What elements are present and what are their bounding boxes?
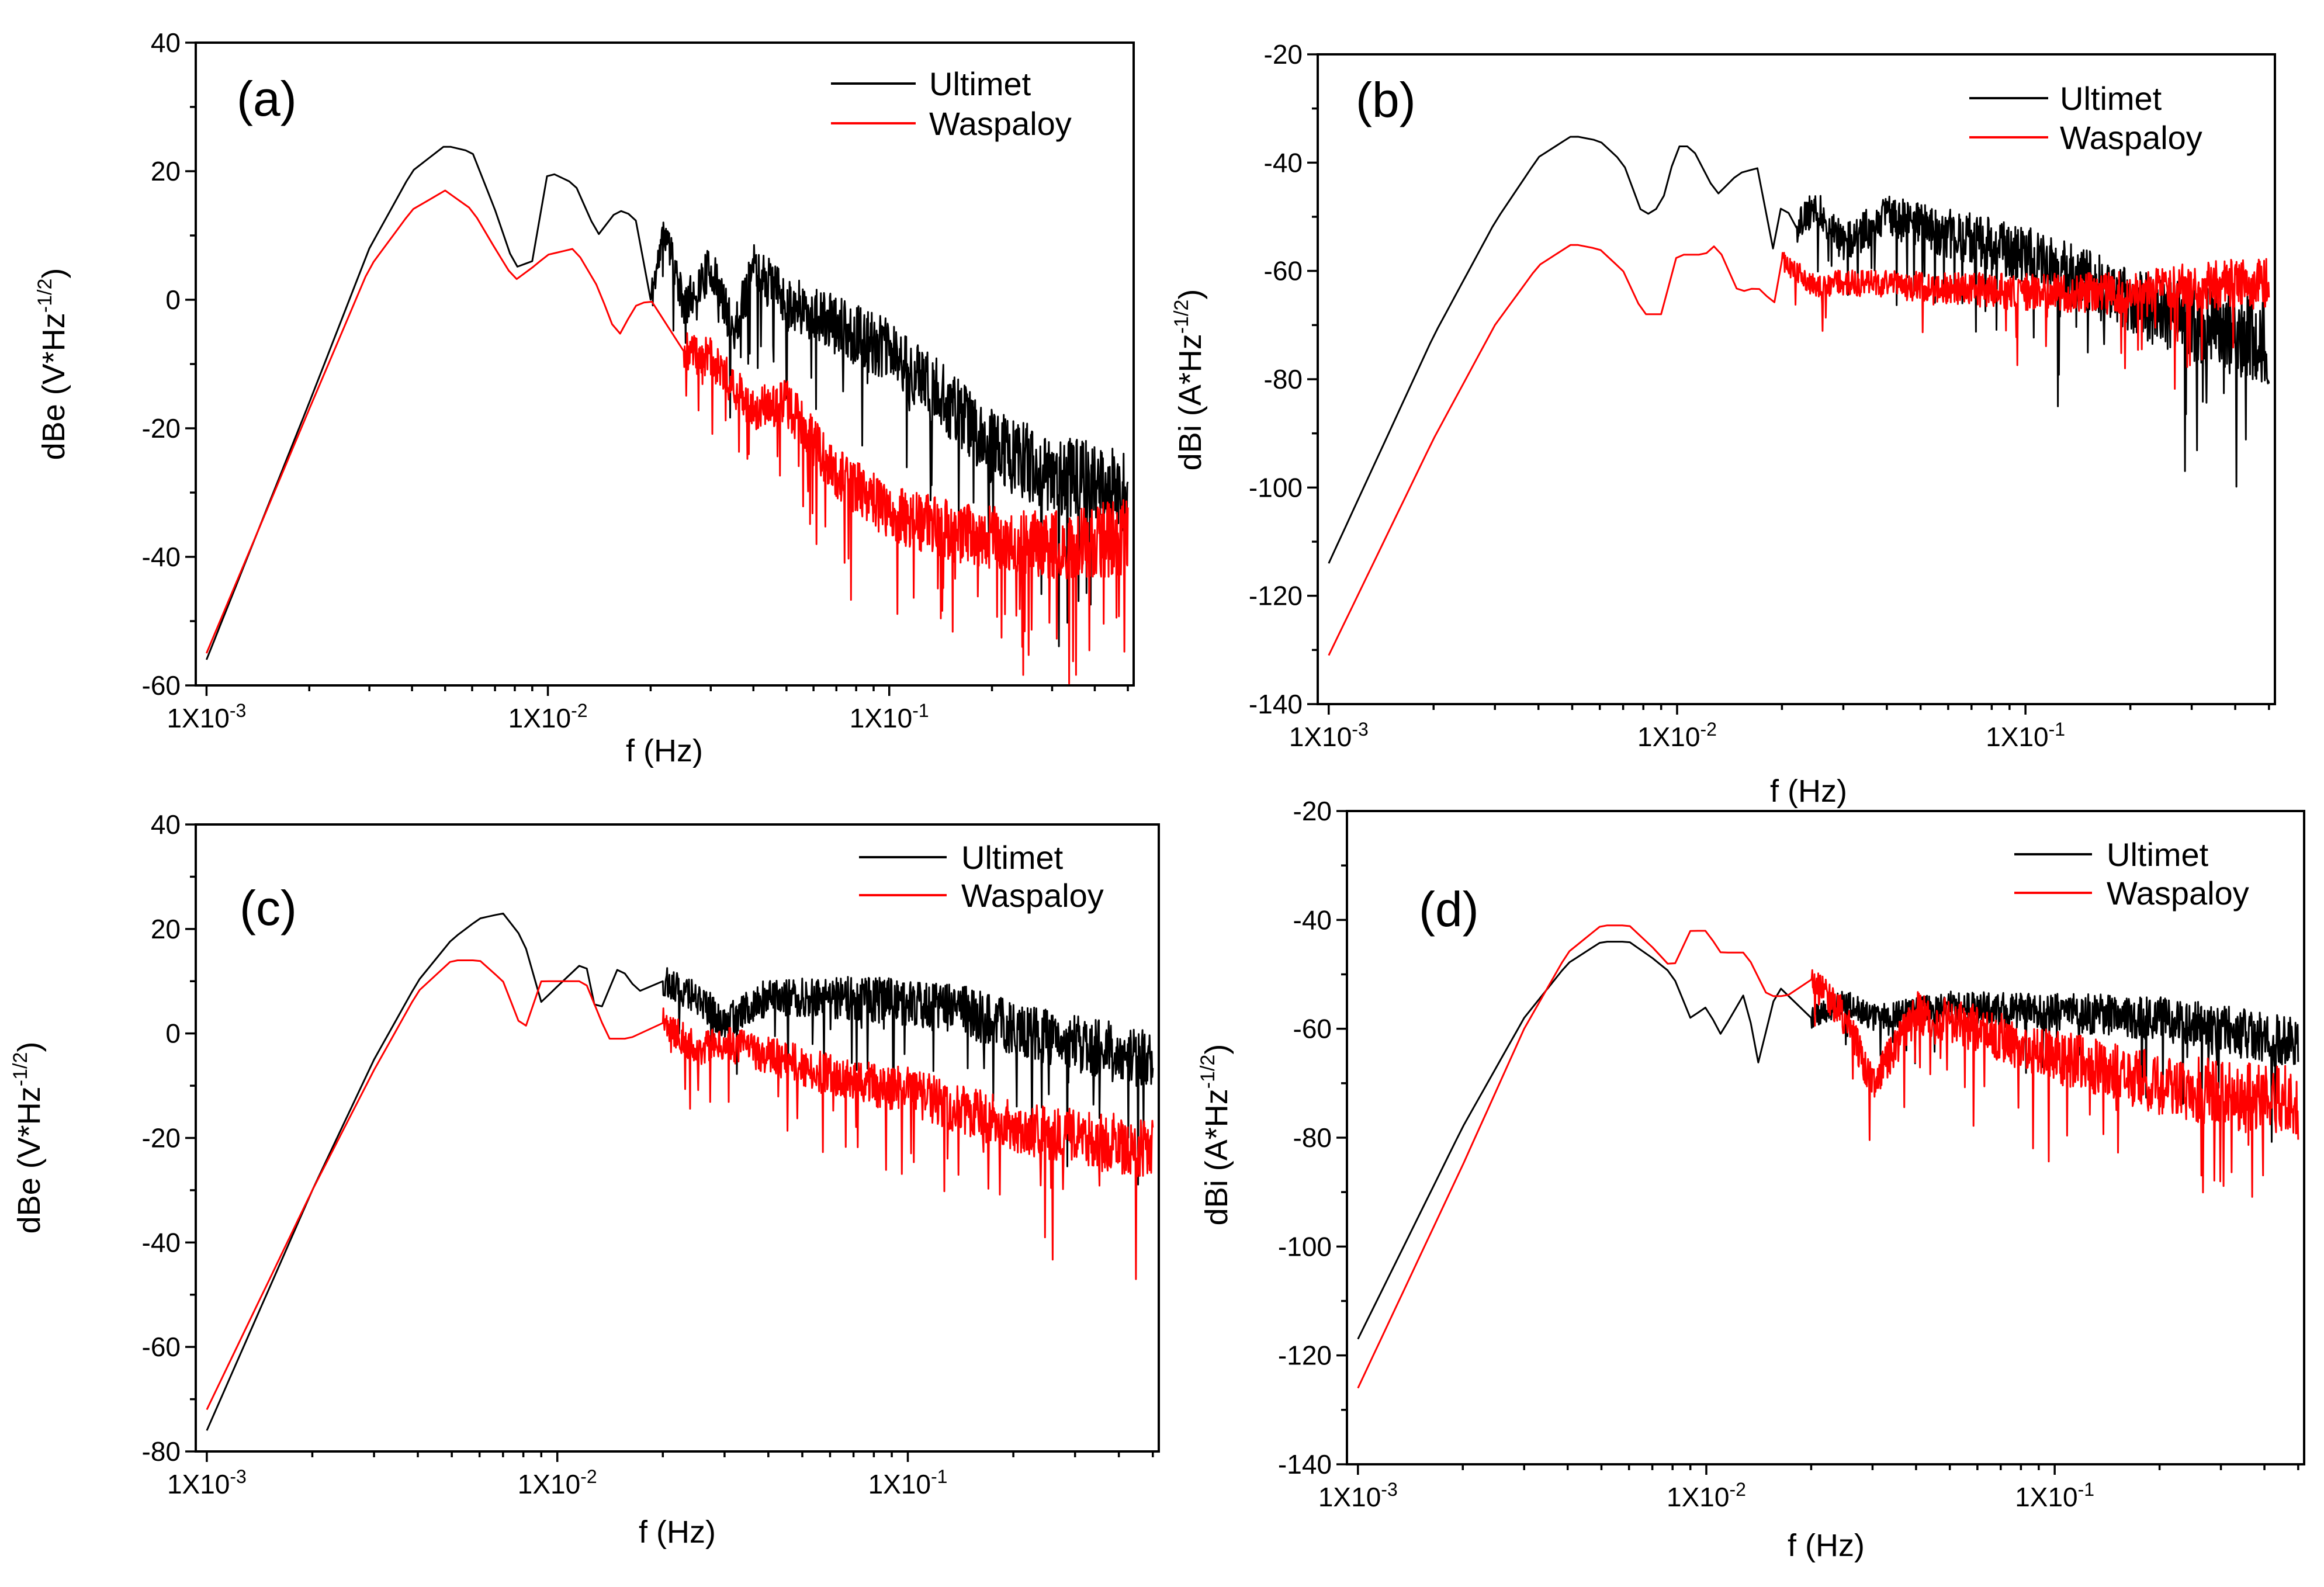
- panel-d: (d) f (Hz) dBi (A*Hz-1/2) Ultimet Waspal…: [1197, 796, 2305, 1563]
- legend-label-ultimet: Ultimet: [929, 65, 1031, 102]
- x-axis-label: f (Hz): [1788, 1528, 1865, 1563]
- legend: Ultimet Waspaloy: [859, 839, 1104, 914]
- x-tick-label: 1X10-1: [868, 1466, 948, 1499]
- legend-label-ultimet: Ultimet: [2060, 80, 2162, 117]
- panel-c: (c) f (Hz) dBe (V*Hz-1/2) Ultimet Waspal…: [9, 809, 1160, 1550]
- panel-a: (a) f (Hz) dBe (V*Hz-1/2) Ultimet Waspal…: [34, 27, 1135, 768]
- series-line-ultimet: [206, 145, 1129, 660]
- y-axis-label: dBe (V*Hz-1/2): [34, 268, 71, 460]
- x-tick-label: 1X10-3: [167, 1466, 247, 1499]
- y-tick-label: -100: [1278, 1231, 1332, 1262]
- x-tick-label: 1X10-2: [508, 700, 588, 733]
- x-tick-label: 1X10-1: [1986, 719, 2065, 752]
- panel-b: (b) f (Hz) dBi (A*Hz-1/2) Ultimet Waspal…: [1170, 39, 2276, 809]
- legend-label-waspaloy: Waspaloy: [2060, 119, 2202, 156]
- panel-tag: (b): [1356, 72, 1416, 127]
- y-tick-label: -60: [1293, 1014, 1332, 1044]
- y-tick-label: -20: [1264, 39, 1303, 70]
- y-tick-label: -100: [1249, 472, 1303, 503]
- panel-tag: (a): [237, 71, 297, 126]
- x-tick-label: 1X10-3: [1289, 719, 1369, 752]
- y-tick-label: -120: [1278, 1340, 1332, 1371]
- y-tick-label: 20: [151, 156, 181, 186]
- x-axis-label: f (Hz): [626, 733, 703, 768]
- y-tick-label: -60: [142, 1332, 181, 1362]
- y-tick-label: -140: [1278, 1449, 1332, 1479]
- x-tick-label: 1X10-3: [1318, 1479, 1398, 1512]
- y-tick-label: -140: [1249, 689, 1303, 719]
- y-tick-label: -20: [1293, 796, 1332, 826]
- y-tick-label: -20: [142, 1123, 181, 1153]
- x-tick-label: 1X10-1: [2015, 1479, 2094, 1512]
- panel-tag: (d): [1419, 882, 1479, 937]
- series-line-ultimet: [206, 912, 1154, 1431]
- x-tick-label: 1X10-2: [518, 1466, 597, 1499]
- series-line-waspaloy: [206, 189, 1129, 685]
- panel-tag: (c): [240, 881, 297, 935]
- legend: Ultimet Waspaloy: [831, 65, 1072, 142]
- series-line-ultimet: [1357, 941, 2299, 1340]
- y-axis-label: dBe (V*Hz-1/2): [9, 1042, 47, 1234]
- y-tick-label: -40: [1264, 147, 1303, 178]
- legend-label-ultimet: Ultimet: [2107, 836, 2209, 873]
- series-line-waspaloy: [206, 959, 1154, 1411]
- y-tick-label: -40: [142, 542, 181, 572]
- legend: Ultimet Waspaloy: [1969, 80, 2202, 156]
- legend-label-ultimet: Ultimet: [961, 839, 1064, 876]
- y-tick-label: -40: [142, 1227, 181, 1257]
- y-tick-label: 0: [165, 1018, 181, 1049]
- series-line-waspaloy: [1357, 924, 2299, 1389]
- x-tick-label: 1X10-1: [850, 700, 929, 733]
- y-tick-label: -20: [142, 413, 181, 443]
- series-line-ultimet: [1328, 136, 2270, 564]
- y-tick-label: 0: [165, 285, 181, 315]
- legend: Ultimet Waspaloy: [2014, 836, 2249, 912]
- y-tick-label: -80: [142, 1436, 181, 1467]
- y-tick-label: -60: [142, 670, 181, 701]
- x-tick-label: 1X10-2: [1637, 719, 1717, 752]
- x-tick-label: 1X10-2: [1667, 1479, 1746, 1512]
- legend-label-waspaloy: Waspaloy: [961, 877, 1104, 914]
- y-tick-label: -60: [1264, 256, 1303, 286]
- y-tick-label: -40: [1293, 905, 1332, 935]
- y-tick-label: 20: [151, 914, 181, 944]
- legend-label-waspaloy: Waspaloy: [929, 105, 1072, 142]
- y-tick-label: -120: [1249, 581, 1303, 611]
- y-tick-label: 40: [151, 27, 181, 58]
- series-line-waspaloy: [1328, 244, 2270, 656]
- y-tick-label: 40: [151, 809, 181, 840]
- y-axis-label: dBi (A*Hz-1/2): [1197, 1044, 1234, 1226]
- legend-label-waspaloy: Waspaloy: [2107, 875, 2249, 912]
- x-axis-label: f (Hz): [1770, 774, 1847, 809]
- y-tick-label: -80: [1293, 1122, 1332, 1153]
- y-tick-label: -80: [1264, 364, 1303, 394]
- x-tick-label: 1X10-3: [167, 700, 246, 733]
- y-axis-label: dBi (A*Hz-1/2): [1170, 289, 1208, 471]
- x-axis-label: f (Hz): [639, 1515, 716, 1550]
